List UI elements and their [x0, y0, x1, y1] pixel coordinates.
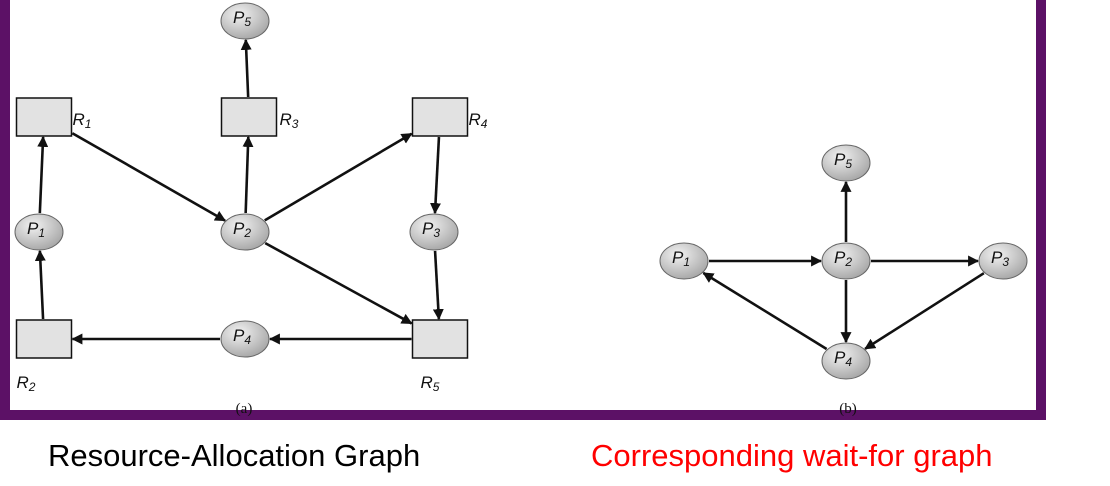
caption-resource-allocation-graph: Resource-Allocation Graph — [48, 438, 421, 473]
a-resource-label-r1: R1 — [73, 110, 92, 131]
b-process-label-p2: P2 — [834, 248, 852, 269]
a-resource-r2: R2 — [15, 319, 73, 394]
graph-a-sublabel: (a) — [236, 401, 253, 417]
a-resource-label-r3: R3 — [280, 110, 299, 131]
b-process-p4: P4 — [821, 342, 871, 380]
a-edge-p1-to-r1 — [37, 135, 49, 214]
b-process-label-p5: P5 — [834, 150, 852, 171]
a-edge-r3-to-p5 — [240, 38, 252, 98]
b-edge-p4-to-p1 — [702, 271, 828, 351]
a-process-node-p3 — [409, 213, 459, 251]
a-process-node-p1 — [14, 213, 64, 251]
caption-wait-for-graph: Corresponding wait-for graph — [591, 438, 993, 473]
b-process-p3: P3 — [978, 242, 1028, 280]
b-process-label-p3: P3 — [991, 248, 1009, 269]
b-process-p1: P1 — [659, 242, 709, 280]
a-process-p5: P5 — [220, 2, 270, 40]
a-resource-label-r4: R4 — [469, 110, 488, 131]
graph-b-sublabel: (b) — [839, 401, 857, 417]
b-process-node-p2 — [821, 242, 871, 280]
b-process-node-p5 — [821, 144, 871, 182]
b-process-node-p3 — [978, 242, 1028, 280]
a-resource-box-r4 — [411, 97, 469, 137]
a-resource-r3: R3 — [220, 97, 299, 137]
a-process-label-p3: P3 — [422, 219, 440, 240]
b-process-p2: P2 — [821, 242, 871, 280]
a-edge-p2-to-r5 — [264, 241, 413, 325]
a-resource-box-r3 — [220, 97, 278, 137]
a-process-p1: P1 — [14, 213, 64, 251]
a-edge-r4-to-p3 — [430, 136, 441, 215]
a-resource-r1: R1 — [15, 97, 92, 137]
b-process-label-p1: P1 — [672, 248, 690, 269]
b-process-node-p1 — [659, 242, 709, 280]
b-process-label-p4: P4 — [834, 348, 852, 369]
a-resource-box-r1 — [15, 97, 73, 137]
a-process-node-p5 — [220, 2, 270, 40]
a-resource-r5: R5 — [411, 319, 469, 394]
resource-allocation-graph: R1 R3 R4 R2 R5 P5 P1 P2 P3 P4 (a) — [14, 2, 488, 417]
b-process-node-p4 — [821, 342, 871, 380]
b-process-p5: P5 — [821, 144, 871, 182]
a-resource-box-r5 — [411, 319, 469, 359]
wait-for-graph: P5 P1 P2 P3 P4 (b) — [659, 144, 1028, 417]
b-edge-p3-to-p4 — [864, 272, 985, 350]
a-process-p3: P3 — [409, 213, 459, 251]
a-resource-label-r2: R2 — [17, 373, 36, 394]
a-edge-p2-to-r3 — [242, 135, 254, 214]
a-process-node-p2 — [220, 213, 270, 251]
a-process-node-p4 — [220, 320, 270, 358]
purple-border — [0, 0, 1046, 420]
a-process-label-p1: P1 — [27, 219, 45, 240]
a-edge-r2-to-p1 — [34, 249, 46, 320]
a-edge-p3-to-r5 — [432, 250, 444, 321]
a-resource-label-r5: R5 — [421, 373, 440, 394]
a-process-label-p5: P5 — [233, 8, 251, 29]
a-process-p2: P2 — [220, 213, 270, 251]
a-process-label-p4: P4 — [233, 326, 251, 347]
a-process-p4: P4 — [220, 320, 270, 358]
a-edge-r1-to-p2 — [71, 132, 227, 222]
a-resource-r4: R4 — [411, 97, 488, 137]
a-edge-p2-to-r4 — [264, 132, 413, 222]
a-resource-box-r2 — [15, 319, 73, 359]
a-process-label-p2: P2 — [233, 219, 251, 240]
